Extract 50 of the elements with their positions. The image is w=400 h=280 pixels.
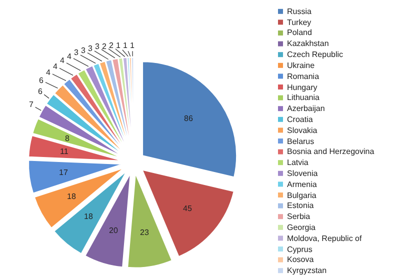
legend-label: Croatia [287,115,314,124]
legend-label: Cyprus [287,245,312,254]
data-label: 3 [88,44,93,53]
legend-label: Serbia [287,212,311,221]
legend-label: Russia [287,7,312,16]
data-label: 2 [102,42,107,51]
legend-label: Azerbaijan [287,104,325,113]
legend-label: Moldova, Republic of [287,234,362,243]
legend-label: Georgia [287,223,316,232]
data-label: 18 [67,192,76,201]
data-label: 4 [46,68,51,77]
data-label: 4 [67,52,72,61]
data-label: 6 [39,76,44,85]
data-label: 3 [81,46,86,55]
legend-label: Slovenia [287,169,318,178]
data-label: 7 [29,100,34,109]
data-label: 3 [95,42,100,51]
data-label: 20 [109,226,118,235]
data-label: 3 [74,48,79,57]
legend-label: Lithuania [287,93,320,102]
legend-label: Latvia [287,158,309,167]
legend-label: Bulgaria [287,191,317,200]
data-label: 11 [60,147,69,156]
data-label: 4 [53,62,58,71]
data-label: 1 [116,41,121,50]
legend-label: Armenia [287,180,318,189]
data-label: 17 [59,168,68,177]
data-label: 4 [60,56,65,65]
data-label: 8 [65,134,70,143]
legend-label: Bosnia and Herzegovina [287,147,375,156]
legend-label: Slovakia [287,126,318,135]
legend-label: Turkey [287,18,312,27]
legend-label: Belarus [287,137,314,146]
data-label: 1 [123,41,128,50]
data-label: 2 [109,41,114,50]
data-label: 23 [140,228,150,237]
legend-label: Kyrgyzstan [287,266,327,275]
legend-label: Ukraine [287,61,316,70]
legend-label: Kosova [287,255,314,264]
data-label: 1 [130,41,135,50]
data-label: 18 [84,212,94,221]
legend-label: Poland [287,28,312,37]
legend-label: Czech Republic [287,50,344,59]
data-label: 45 [183,204,192,213]
legend-label: Romania [287,72,320,81]
legend-label: Hungary [287,83,318,92]
data-label: 6 [38,87,43,96]
data-label: 86 [184,114,194,123]
legend-label: Estonia [287,201,314,210]
legend-label: Kazakhstan [287,39,329,48]
